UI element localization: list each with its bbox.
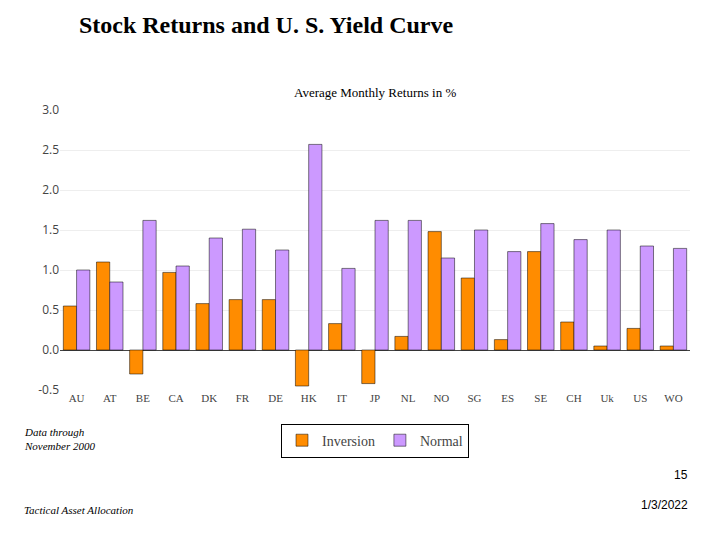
svg-text:ES: ES — [501, 392, 514, 404]
svg-text:CH: CH — [566, 392, 581, 404]
svg-text:DK: DK — [201, 392, 217, 404]
svg-text:JP: JP — [370, 392, 380, 404]
svg-text:0.0: 0.0 — [42, 341, 59, 358]
svg-text:AU: AU — [69, 392, 85, 404]
svg-text:AT: AT — [103, 392, 117, 404]
svg-text:HK: HK — [301, 392, 317, 404]
svg-text:2.5: 2.5 — [42, 141, 59, 158]
svg-text:1/3/2022: 1/3/2022 — [641, 498, 688, 512]
svg-text:NL: NL — [401, 392, 416, 404]
svg-text:2.0: 2.0 — [42, 181, 59, 198]
svg-text:Tactical Asset Allocation: Tactical Asset Allocation — [24, 504, 134, 516]
svg-text:1.0: 1.0 — [42, 261, 59, 278]
svg-text:0.5: 0.5 — [42, 301, 59, 318]
svg-text:Stock Returns and U. S. Yield: Stock Returns and U. S. Yield Curve — [79, 12, 454, 38]
svg-text:3.0: 3.0 — [42, 101, 59, 118]
svg-text:Data throughNovember 2000: Data throughNovember 2000 — [24, 426, 95, 452]
svg-text:Uk: Uk — [600, 392, 614, 404]
svg-text:DE: DE — [268, 392, 283, 404]
svg-text:1.5: 1.5 — [42, 221, 59, 238]
svg-text:-0.5: -0.5 — [38, 381, 59, 398]
svg-text:US: US — [633, 392, 647, 404]
svg-text:Normal: Normal — [420, 434, 463, 449]
svg-text:CA: CA — [168, 392, 183, 404]
svg-text:Average Monthly Returns in %: Average Monthly Returns in % — [294, 85, 456, 100]
svg-text:WO: WO — [664, 392, 682, 404]
svg-text:NO: NO — [433, 392, 449, 404]
svg-text:SE: SE — [534, 392, 547, 404]
svg-text:SG: SG — [467, 392, 481, 404]
svg-text:15: 15 — [674, 468, 688, 482]
svg-text:FR: FR — [236, 392, 250, 404]
svg-text:BE: BE — [136, 392, 150, 404]
svg-text:IT: IT — [337, 392, 348, 404]
svg-text:Inversion: Inversion — [322, 434, 375, 449]
